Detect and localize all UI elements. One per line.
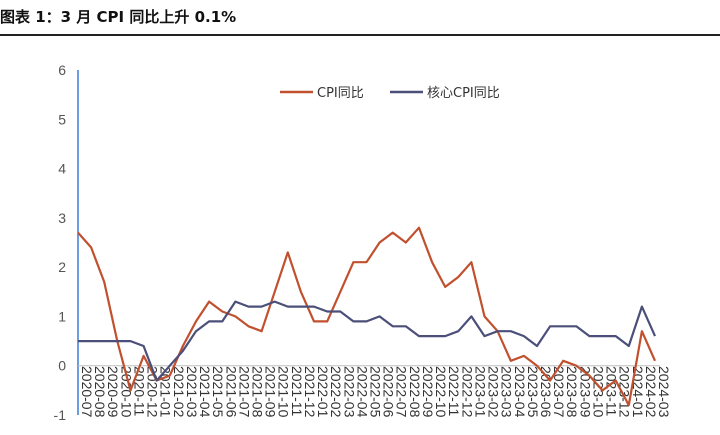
x-tick-label: 2021-11 <box>289 366 305 417</box>
x-tick-label: 2022-08 <box>407 366 423 418</box>
y-tick-label: 4 <box>58 161 66 177</box>
x-tick-label: 2023-09 <box>577 366 593 418</box>
x-tick-label: 2021-08 <box>249 366 265 418</box>
x-tick-label: 2021-05 <box>210 366 226 418</box>
x-tick-label: 2021-09 <box>263 366 279 418</box>
title-divider <box>0 34 720 36</box>
x-tick-label: 2024-02 <box>643 366 659 418</box>
chart-title: 图表 1：3 月 CPI 同比上升 0.1% <box>0 8 237 26</box>
x-tick-label: 2023-11 <box>604 366 620 417</box>
y-tick-label: 5 <box>58 111 66 127</box>
x-tick-label: 2022-10 <box>433 366 449 418</box>
x-tick-label: 2023-08 <box>564 366 580 418</box>
legend: CPI同比 核心CPI同比 <box>280 86 500 101</box>
x-tick-label: 2021-10 <box>276 366 292 418</box>
x-tick-label: 2021-06 <box>223 366 239 418</box>
y-tick-label: 3 <box>58 210 66 226</box>
x-tick-label: 2021-07 <box>236 366 252 418</box>
x-tick-label: 2020-08 <box>92 366 108 418</box>
x-tick-label: 2022-12 <box>459 366 475 418</box>
legend-label-core-cpi: 核心CPI同比 <box>427 86 500 101</box>
x-tick-label: 2022-05 <box>368 366 384 418</box>
cpi-series-line <box>77 226 657 407</box>
x-tick-label: 2020-07 <box>79 366 95 418</box>
x-tick-label: 2023-07 <box>551 366 567 418</box>
y-tick-label: 1 <box>58 308 66 324</box>
x-tick-label: 2022-01 <box>315 366 331 418</box>
x-tick-label: 2022-02 <box>328 366 344 418</box>
core-cpi-series-line <box>78 300 657 382</box>
x-tick-label: 2022-03 <box>341 366 357 418</box>
x-tick-label: 2024-03 <box>656 366 672 418</box>
x-tick-label: 2023-02 <box>486 366 502 418</box>
x-tick-label: 2022-04 <box>354 366 370 418</box>
y-tick-label: -1 <box>54 407 67 423</box>
series-lines <box>77 226 657 407</box>
y-tick-label: 6 <box>58 62 66 78</box>
y-axis: -1 0 1 2 3 4 5 6 <box>54 62 79 423</box>
legend-label-cpi: CPI同比 <box>317 86 364 101</box>
x-tick-label: 2020-10 <box>118 366 134 418</box>
x-tick-label: 2020-09 <box>105 366 121 418</box>
x-tick-label: 2022-11 <box>446 366 462 417</box>
x-axis: 2020-072020-082020-092020-102020-112020-… <box>78 365 672 418</box>
x-tick-label: 2023-04 <box>512 366 528 418</box>
x-tick-label: 2022-07 <box>394 366 410 418</box>
x-tick-label: 2022-09 <box>420 366 436 418</box>
x-tick-label: 2021-04 <box>197 366 213 418</box>
x-tick-label: 2023-05 <box>525 366 541 418</box>
x-tick-label: 2023-10 <box>590 366 606 418</box>
y-tick-label: 0 <box>58 358 66 374</box>
y-tick-label: 2 <box>58 259 66 275</box>
x-tick-label: 2021-03 <box>184 366 200 418</box>
x-tick-label: 2022-06 <box>381 366 397 418</box>
x-tick-label: 2023-03 <box>499 366 515 418</box>
x-tick-label: 2021-02 <box>171 366 187 418</box>
x-tick-label: 2021-12 <box>302 366 318 418</box>
x-tick-label: 2023-01 <box>472 366 488 418</box>
